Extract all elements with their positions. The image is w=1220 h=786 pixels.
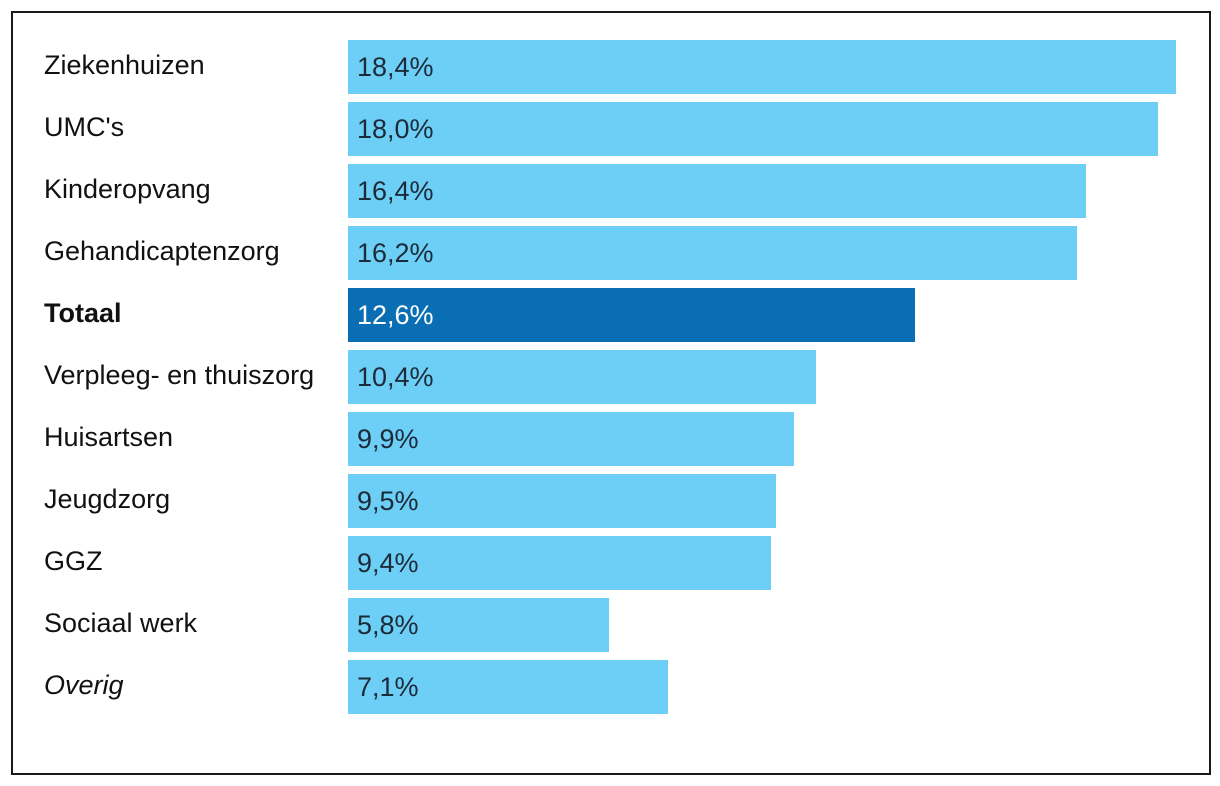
bar: 9,9% bbox=[348, 412, 794, 466]
bar: 9,4% bbox=[348, 536, 771, 590]
value-label: 9,9% bbox=[357, 424, 419, 454]
category-label: Kinderopvang bbox=[44, 174, 211, 204]
bar: 9,5% bbox=[348, 474, 776, 528]
category-label: Ziekenhuizen bbox=[44, 50, 205, 80]
value-label: 18,4% bbox=[357, 52, 434, 82]
category-label: Verpleeg- en thuiszorg bbox=[44, 360, 315, 390]
value-label: 18,0% bbox=[357, 114, 434, 144]
category-label: Gehandicaptenzorg bbox=[44, 236, 280, 266]
category-label: Totaal bbox=[44, 298, 122, 328]
value-label: 7,1% bbox=[357, 672, 419, 702]
bar: 16,4% bbox=[348, 164, 1086, 218]
value-label: 9,5% bbox=[357, 486, 419, 516]
category-label: UMC's bbox=[44, 112, 125, 142]
value-label: 9,4% bbox=[357, 548, 419, 578]
category-label: Overig bbox=[44, 670, 124, 700]
value-label: 10,4% bbox=[357, 362, 434, 392]
category-label: GGZ bbox=[44, 546, 103, 576]
value-label: 12,6% bbox=[357, 300, 434, 330]
category-label: Jeugdzorg bbox=[44, 484, 171, 514]
bar: 18,0% bbox=[348, 102, 1158, 156]
category-label: Huisartsen bbox=[44, 422, 174, 452]
bar: 18,4% bbox=[348, 40, 1176, 94]
chart-frame bbox=[11, 11, 1211, 775]
bar: 10,4% bbox=[348, 350, 816, 404]
bar-highlight: 12,6% bbox=[348, 288, 915, 342]
value-label: 16,2% bbox=[357, 238, 434, 268]
value-label: 5,8% bbox=[357, 610, 419, 640]
category-label: Sociaal werk bbox=[44, 608, 198, 638]
value-label: 16,4% bbox=[357, 176, 434, 206]
bar: 16,2% bbox=[348, 226, 1077, 280]
bar: 5,8% bbox=[348, 598, 609, 652]
bar: 7,1% bbox=[348, 660, 668, 714]
